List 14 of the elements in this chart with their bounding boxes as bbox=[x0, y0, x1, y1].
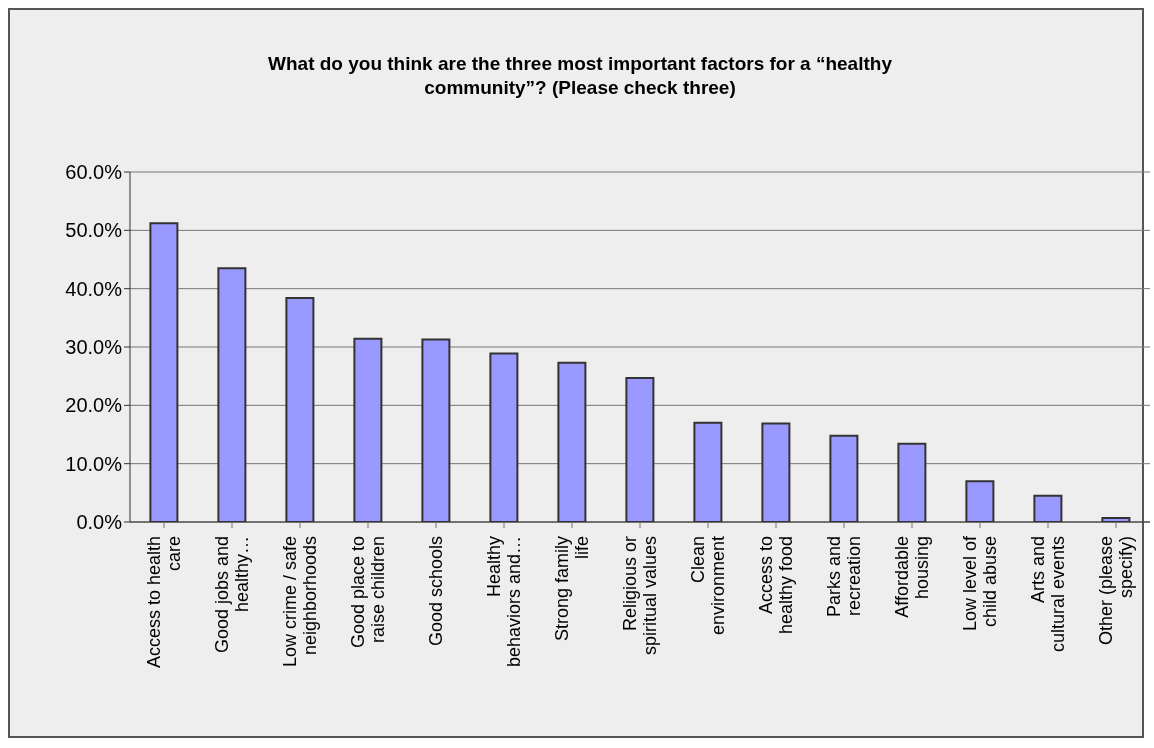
x-tick-label: Healthy behaviors and… bbox=[484, 536, 524, 668]
chart-title: What do you think are the three most important factors for a “healthy community”? (Please check three) bbox=[267, 52, 893, 100]
y-tick-label: 0.0% bbox=[76, 511, 123, 534]
y-tick-label: 10.0% bbox=[65, 452, 123, 475]
x-tick-label: Other (please specify) bbox=[1096, 536, 1136, 646]
y-tick-label: 40.0% bbox=[65, 277, 123, 300]
x-tick-label: Good schools bbox=[426, 536, 446, 647]
y-tick-label: 60.0% bbox=[65, 161, 123, 184]
x-tick-label: Good jobs and healthy… bbox=[212, 536, 252, 654]
y-tick-label: 20.0% bbox=[65, 394, 123, 417]
x-tick-label: Access to health care bbox=[144, 536, 184, 669]
y-tick-label: 50.0% bbox=[65, 219, 123, 242]
y-tick-label: 30.0% bbox=[65, 336, 123, 359]
x-tick-label: Strong family life bbox=[552, 536, 592, 642]
